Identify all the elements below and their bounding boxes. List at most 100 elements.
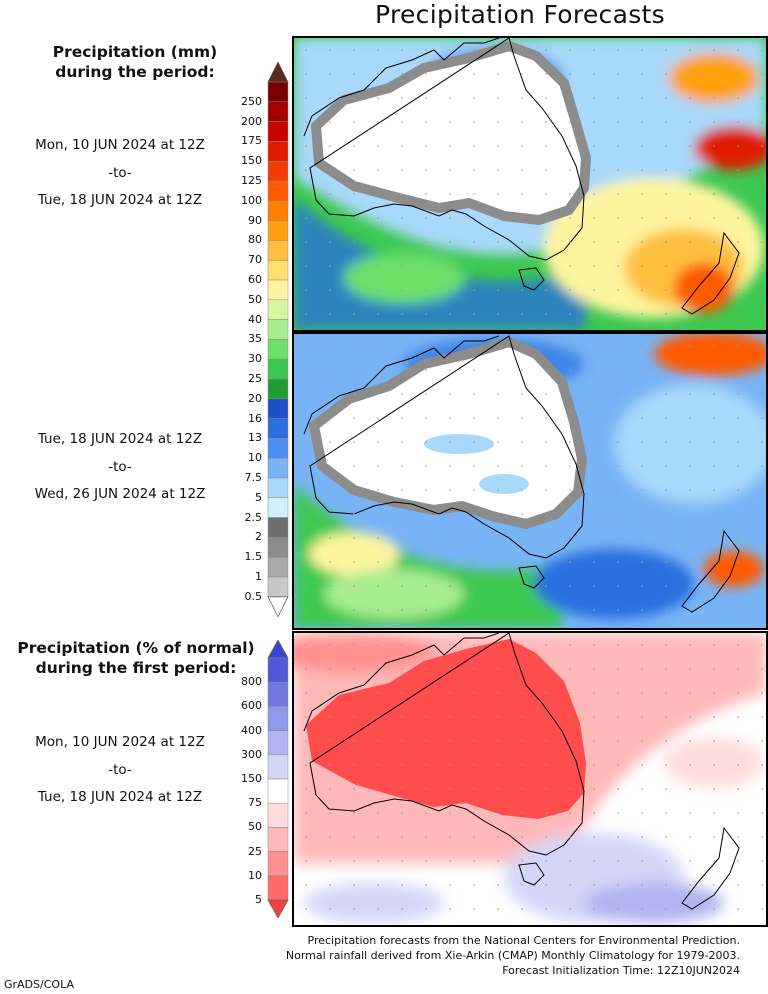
colorbar-tick-label: 30 <box>248 352 262 366</box>
colorbar-swatch <box>267 121 289 142</box>
colorbar-swatch <box>267 339 289 360</box>
colorbar-swatch <box>267 576 289 598</box>
colorbar-swatch <box>267 827 289 852</box>
colorbar-swatch <box>267 497 289 518</box>
period2-end: Wed, 26 JUN 2024 at 12Z <box>34 486 206 502</box>
colorbar-swatch <box>267 279 289 301</box>
colorbar-swatch <box>267 517 289 538</box>
colorbar-tick-label: 5 <box>255 893 262 906</box>
colorbar-swatch <box>267 706 289 731</box>
colorbar-swatch <box>267 851 289 877</box>
period1-start: Mon, 10 JUN 2024 at 12Z <box>35 137 205 153</box>
colorbar-swatch <box>267 81 289 103</box>
colorbar-swatch <box>267 160 289 182</box>
colorbar-tick-label: 800 <box>241 675 262 689</box>
map-panel-period1 <box>292 36 768 332</box>
colorbar-tick-label: 0.5 <box>244 589 263 603</box>
colorbar-tick-label: 75 <box>248 796 262 810</box>
page-title: Precipitation Forecasts <box>375 0 665 29</box>
colorbar-swatch <box>267 398 289 419</box>
colorbar-swatch <box>267 200 289 221</box>
period3-end: Tue, 18 JUN 2024 at 12Z <box>37 789 203 805</box>
colorbar-swatch <box>267 299 289 320</box>
colorbar-tick-label: 50 <box>248 292 262 306</box>
colorbar-tick-label: 90 <box>248 213 262 227</box>
colorbar-tick-label: 40 <box>248 312 262 326</box>
colorbar-top-arrow <box>267 640 289 659</box>
colorbar-tick-label: 10 <box>248 868 262 882</box>
colorbar-tick-label: 25 <box>248 844 262 858</box>
colorbar-tick-label: 70 <box>248 253 262 267</box>
colorbar-swatch <box>267 220 289 241</box>
amount-legend-heading-line1: Precipitation (mm) <box>52 43 218 61</box>
colorbar-tick-label: 5 <box>255 490 262 504</box>
footer-notes: Precipitation forecasts from the Nationa… <box>286 933 740 978</box>
colorbar-swatch <box>267 657 289 683</box>
colorbar-tick-label: 125 <box>241 174 262 187</box>
colorbar-tick-label: 400 <box>241 723 262 737</box>
period3-start: Mon, 10 JUN 2024 at 12Z <box>35 734 205 750</box>
period2-separator: -to- <box>108 459 132 475</box>
colorbar-tick-label: 7.5 <box>244 471 263 484</box>
colorbar-tick-label: 80 <box>248 233 262 247</box>
colorbar-swatch <box>267 778 289 804</box>
colorbar-swatch <box>267 319 289 340</box>
colorbar-swatch <box>267 754 289 780</box>
colorbar-swatch <box>267 240 289 261</box>
colorbar-swatch <box>267 418 289 439</box>
colorbar-swatch <box>267 457 289 479</box>
colorbar-swatch <box>267 180 289 202</box>
colorbar-tick-label: 250 <box>241 94 262 108</box>
colorbar-tick-label: 25 <box>248 372 262 385</box>
percent-colorbar-svg <box>267 640 289 918</box>
colorbar-tick-label: 150 <box>241 154 262 168</box>
period2-start: Tue, 18 JUN 2024 at 12Z <box>37 431 203 447</box>
colorbar-tick-label: 10 <box>248 451 262 465</box>
percent-legend-heading-line1: Precipitation (% of normal) <box>17 639 255 657</box>
amount-legend-heading-line2: during the period: <box>55 63 215 81</box>
colorbar-tick-label: 1 <box>255 570 262 583</box>
colorbar-swatch <box>267 358 289 380</box>
colorbar-swatch <box>267 730 289 756</box>
colorbar-swatch <box>267 438 289 459</box>
map-panel-percent-normal <box>292 631 768 927</box>
footer-line1: Precipitation forecasts from the Nationa… <box>307 934 741 947</box>
period1-end: Tue, 18 JUN 2024 at 12Z <box>37 192 203 208</box>
amount-legend-heading: Precipitation (mm) during the period: <box>0 42 270 82</box>
colorbar-tick-label: 200 <box>241 114 262 128</box>
colorbar-tick-label: 100 <box>241 193 262 207</box>
period1-separator: -to- <box>108 165 132 181</box>
credit-label: GrADS/COLA <box>4 978 74 991</box>
map-panel-period2 <box>292 332 768 630</box>
colorbar-tick-label: 600 <box>241 699 262 713</box>
colorbar-bottom-arrow <box>267 899 289 918</box>
colorbar-tick-label: 13 <box>248 431 262 445</box>
colorbar-swatch <box>267 875 289 901</box>
colorbar-tick-label: 150 <box>241 772 262 785</box>
colorbar-swatch <box>267 378 289 400</box>
colorbar-tick-label: 175 <box>241 134 262 148</box>
colorbar-swatch <box>267 259 289 281</box>
colorbar-top-arrow <box>267 62 289 83</box>
footer-line2: Normal rainfall derived from Xie-Arkin (… <box>285 949 740 962</box>
colorbar-tick-label: 300 <box>241 747 262 761</box>
colorbar-tick-label: 20 <box>248 391 262 405</box>
percent-legend-heading-line2: during the first period: <box>35 659 237 677</box>
colorbar-swatch <box>267 141 289 162</box>
colorbar-swatch <box>267 537 289 558</box>
footer-line3: Forecast Initialization Time: 12Z10JUN20… <box>502 964 740 977</box>
colorbar-swatch <box>267 802 289 828</box>
colorbar-swatch <box>267 101 289 122</box>
percent-colorbar: 800 600 400 300 150 75 50 25 10 5 <box>230 640 290 918</box>
colorbar-tick-label: 16 <box>248 411 262 425</box>
colorbar-tick-label: 2.5 <box>244 510 263 524</box>
colorbar-swatch <box>267 477 289 499</box>
colorbar-swatch <box>267 681 289 707</box>
amount-colorbar-svg <box>267 62 289 617</box>
colorbar-swatch <box>267 556 289 578</box>
colorbar-tick-label: 60 <box>248 273 262 286</box>
colorbar-bottom-arrow <box>267 596 289 617</box>
colorbar-tick-label: 50 <box>248 820 262 834</box>
colorbar-tick-label: 35 <box>248 332 262 346</box>
colorbar-tick-label: 1.5 <box>244 550 263 564</box>
